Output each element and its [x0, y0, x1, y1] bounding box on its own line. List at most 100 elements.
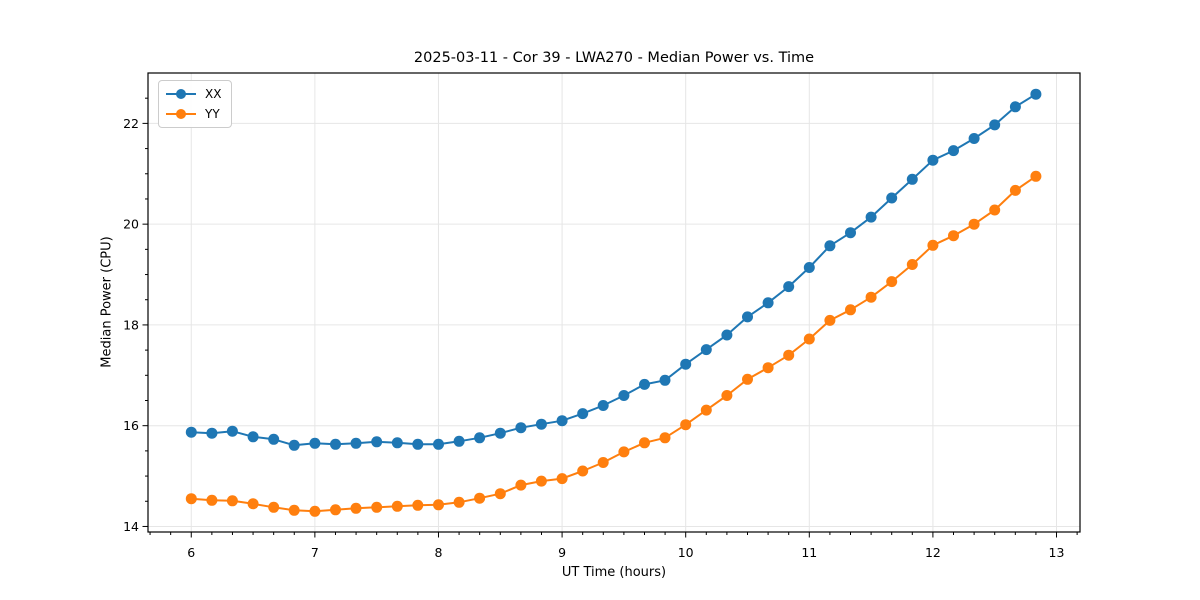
series-yy-marker	[845, 304, 856, 316]
x-tick-label: 12	[925, 545, 941, 560]
series-xx-marker	[309, 437, 321, 449]
yy-line-swatch	[166, 109, 196, 119]
series-xx-line	[191, 93, 1037, 447]
series-yy-marker	[906, 259, 918, 270]
series-yy-marker	[680, 419, 692, 431]
y-tick-label: 20	[123, 217, 139, 232]
series-yy-marker	[968, 218, 980, 230]
series-yy-marker	[762, 362, 774, 374]
series-xx-marker	[535, 418, 547, 430]
series-yy-marker	[948, 230, 959, 242]
series-yy-marker	[1009, 184, 1021, 196]
series-yy-marker	[412, 499, 424, 511]
series-xx-marker	[556, 415, 568, 427]
series-yy-marker	[350, 502, 362, 514]
y-tick-label: 14	[123, 519, 139, 534]
y-tick-label: 16	[123, 418, 139, 433]
series-yy-marker	[989, 204, 1001, 216]
xx-line-swatch	[166, 89, 196, 99]
series-yy-marker	[206, 494, 218, 506]
series-yy-marker	[309, 505, 321, 517]
series-xx-marker	[659, 374, 671, 386]
series-yy-marker	[288, 504, 300, 516]
series-yy-marker	[1030, 170, 1042, 182]
series-yy-marker	[391, 500, 403, 512]
x-tick-label: 7	[311, 545, 319, 560]
series-yy-marker	[556, 473, 568, 485]
series-yy-marker	[700, 404, 712, 416]
series-yy-marker	[247, 498, 259, 510]
legend-item-yy: YY	[166, 106, 221, 122]
series-xx-marker	[1009, 101, 1021, 113]
xx-marker-icon	[176, 89, 186, 99]
series-xx-marker	[762, 297, 774, 309]
series-xx-marker	[968, 133, 980, 144]
axes-spines	[147, 72, 1081, 533]
series-xx-marker	[391, 437, 403, 449]
series-xx-marker	[700, 344, 712, 356]
x-tick-label: 9	[558, 545, 566, 560]
series-xx-marker	[371, 436, 383, 448]
series-xx-marker	[247, 431, 259, 443]
series-yy-marker	[330, 504, 341, 516]
series-yy-marker	[268, 501, 280, 513]
series-yy-marker	[535, 475, 547, 487]
legend-label-yy: YY	[205, 107, 220, 121]
series-yy-marker	[721, 390, 733, 401]
legend: XX YY	[158, 80, 233, 128]
series-yy-marker	[474, 492, 486, 504]
x-tick-label: 11	[801, 545, 817, 560]
series-xx-marker	[288, 439, 300, 451]
x-tick-label: 6	[187, 545, 195, 560]
series-xx-marker	[618, 390, 630, 401]
series-xx-marker	[927, 154, 939, 166]
series-yy-marker	[577, 465, 589, 477]
series-xx-marker	[783, 281, 795, 293]
series-yy-marker	[226, 495, 238, 507]
series-xx-marker	[206, 427, 218, 439]
series-xx-marker	[680, 358, 692, 370]
series-xx-marker	[577, 408, 589, 420]
x-tick-label: 13	[1049, 545, 1065, 560]
y-tick-label: 22	[123, 116, 139, 131]
series-xx-marker	[886, 192, 898, 204]
chart-title: 2025-03-11 - Cor 39 - LWA270 - Median Po…	[413, 50, 815, 66]
series-xx-marker	[433, 438, 444, 450]
series-yy-marker	[927, 239, 939, 251]
legend-label-xx: XX	[205, 87, 222, 101]
series-yy-marker	[659, 432, 671, 444]
series-yy-marker	[453, 496, 465, 508]
legend-item-xx: XX	[166, 86, 221, 102]
series-xx-marker	[350, 437, 362, 449]
series-xx-marker	[185, 426, 197, 438]
series-xx-marker	[845, 227, 856, 239]
series-yy-marker	[494, 488, 506, 500]
series-yy-marker	[515, 479, 527, 491]
series-xx-marker	[865, 211, 877, 223]
series-yy-marker	[783, 349, 795, 361]
series-xx-marker	[824, 240, 836, 252]
series-xx-marker	[494, 427, 506, 439]
series-yy-marker	[803, 333, 815, 345]
series-xx-marker	[803, 262, 815, 273]
series-xx-marker	[597, 400, 609, 411]
series-yy-marker	[597, 457, 609, 468]
series-xx-marker	[453, 435, 465, 447]
series-xx-marker	[330, 438, 341, 450]
series-xx-marker	[721, 329, 733, 341]
x-axis-label: UT Time (hours)	[561, 565, 667, 580]
series-yy-marker	[824, 314, 836, 326]
series-xx-marker	[1030, 88, 1042, 100]
series-yy-marker	[639, 437, 650, 449]
series-xx-marker	[742, 311, 753, 323]
series-xx-marker	[515, 422, 527, 434]
series-yy-marker	[433, 499, 444, 511]
series-xx-marker	[989, 119, 1001, 131]
series-xx-marker	[268, 433, 280, 445]
series-yy-marker	[185, 493, 197, 505]
series-xx-marker	[948, 145, 959, 157]
yy-marker-icon	[176, 109, 186, 119]
series-yy-marker	[742, 373, 753, 385]
